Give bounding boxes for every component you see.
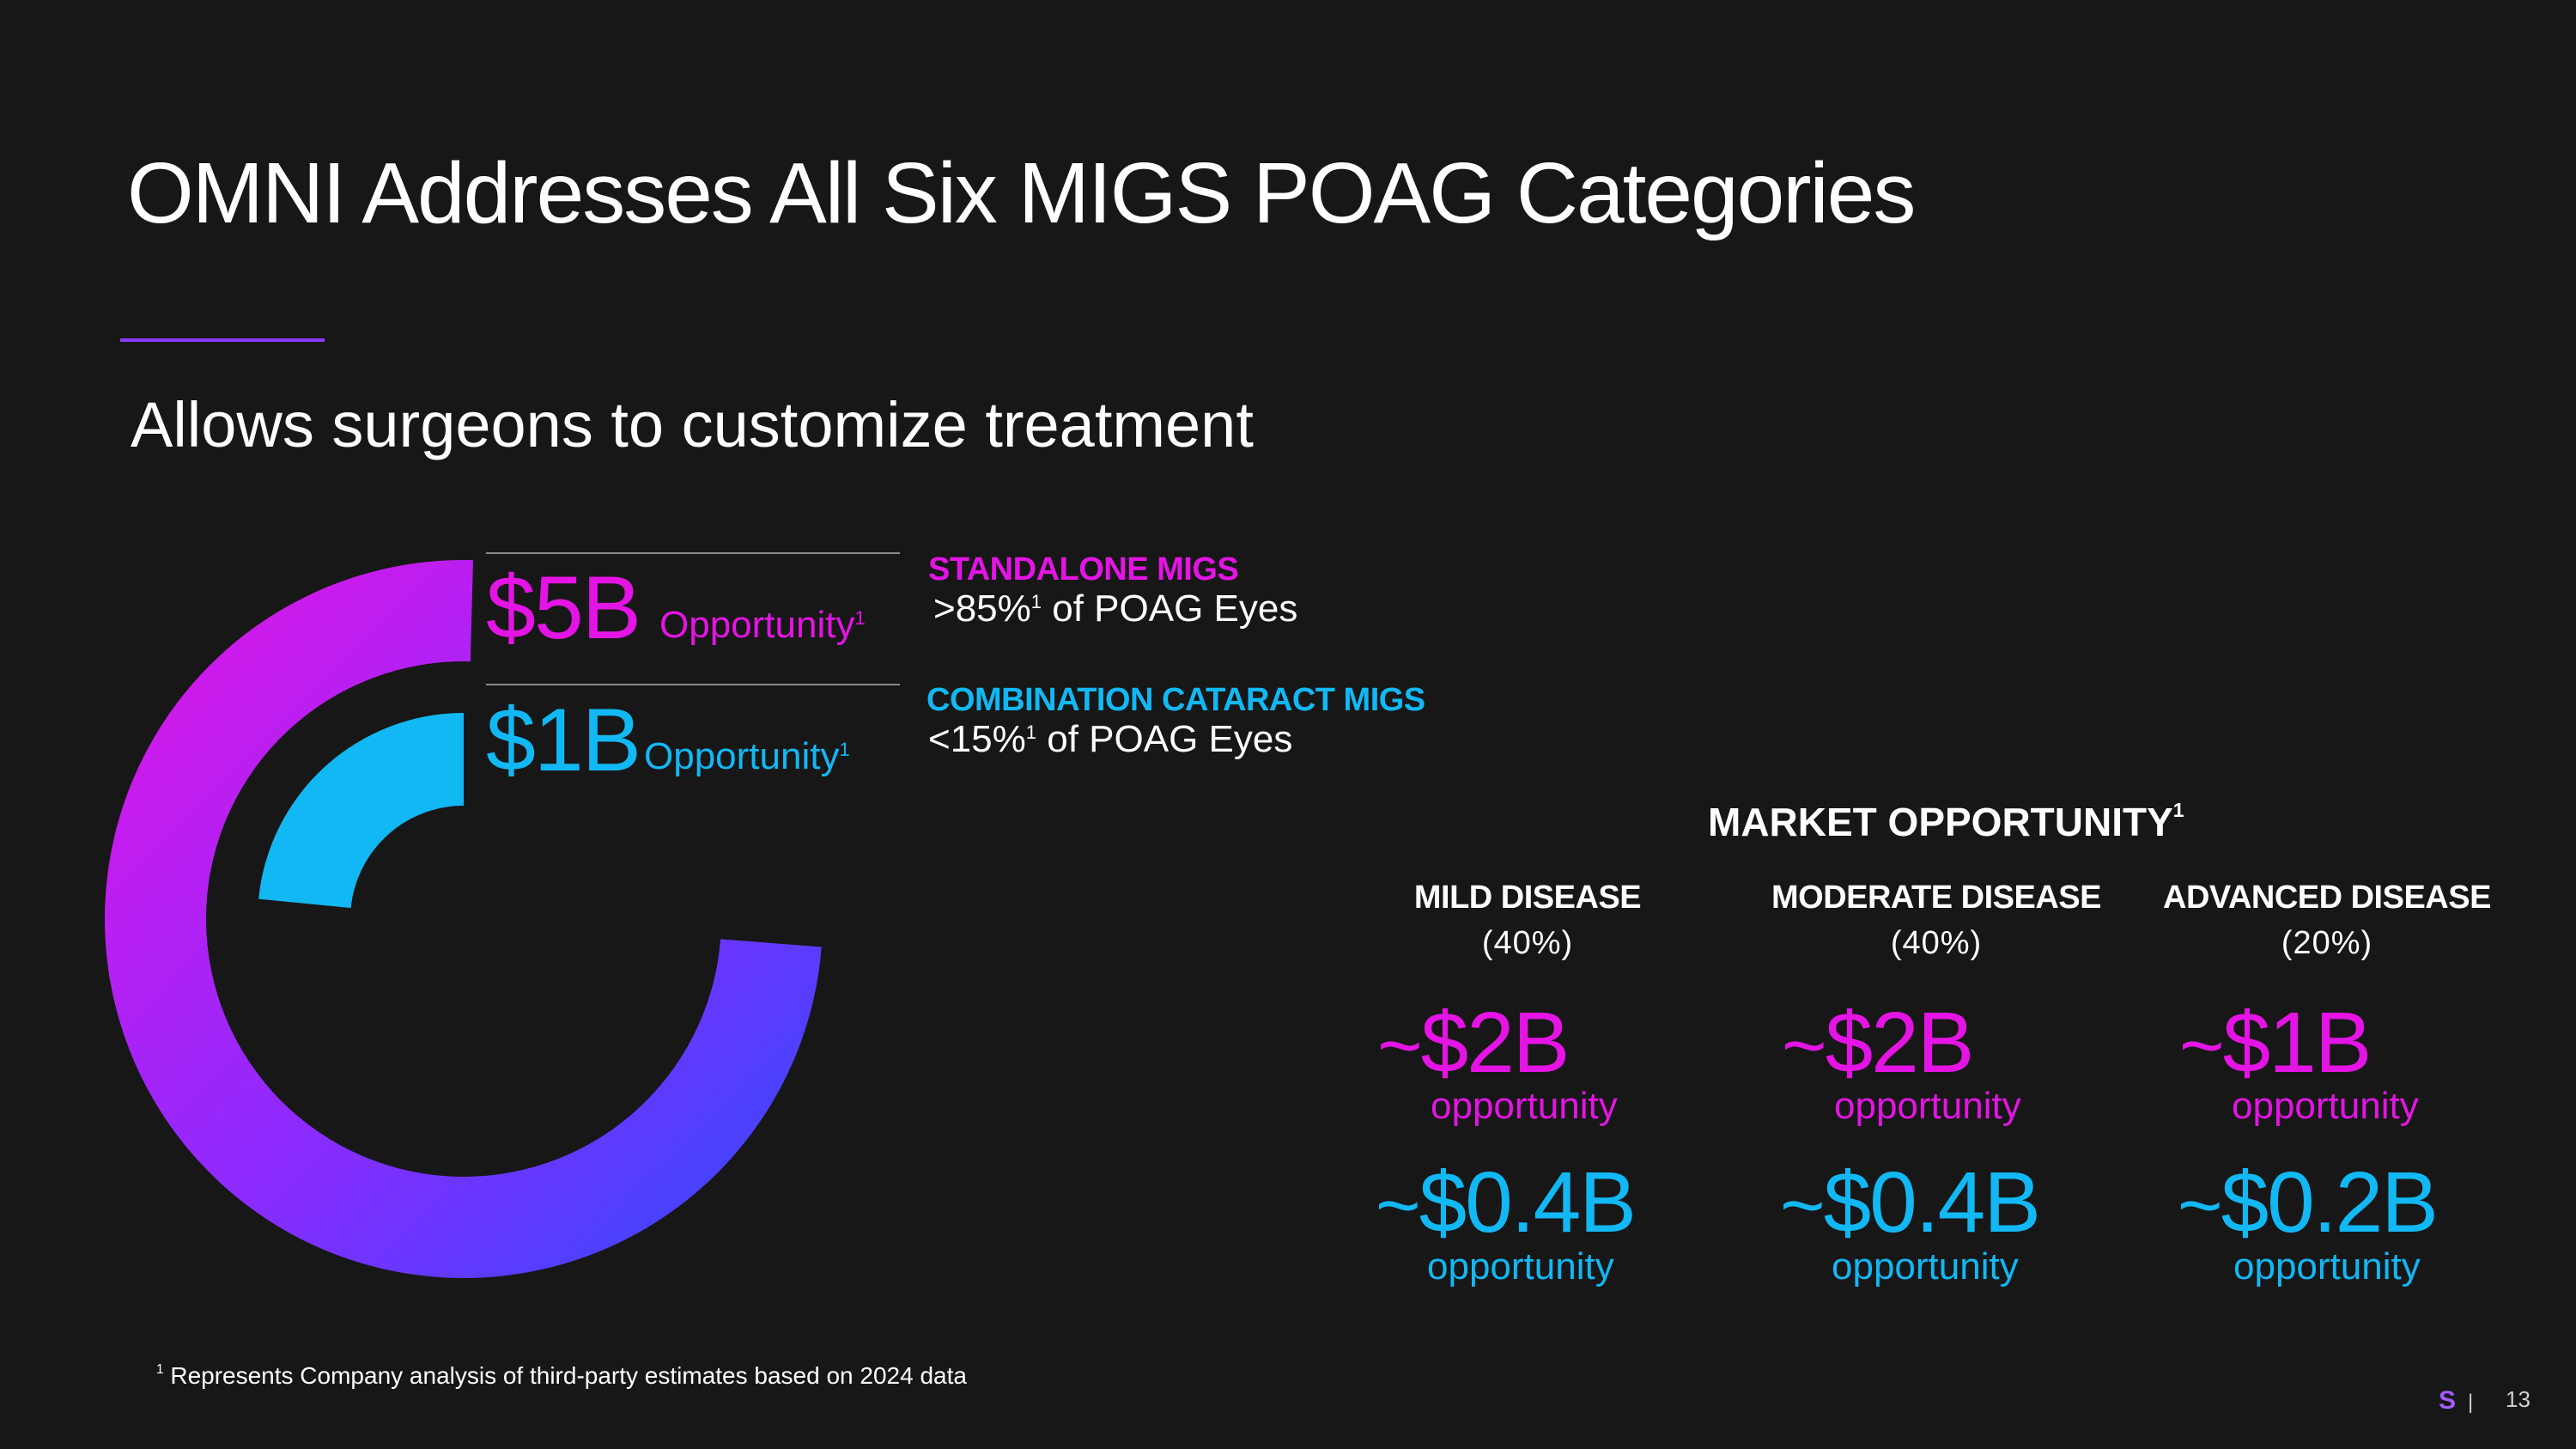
standalone-arc	[105, 560, 822, 1278]
combination-amount: $1B	[486, 691, 641, 790]
slide-subtitle: Allows surgeons to customize treatment	[131, 389, 1254, 460]
column-percent: (20%)	[2281, 925, 2373, 961]
combination-divider	[486, 684, 900, 685]
page-number: 13	[2506, 1386, 2530, 1412]
advanced-combination-value: ~$0.2B	[2178, 1154, 2439, 1251]
footnote: 1 Represents Company analysis of third-p…	[156, 1362, 967, 1389]
combination-category: COMBINATION CATARACT MIGS	[927, 682, 1425, 718]
standalone-category: STANDALONE MIGS	[928, 551, 1239, 588]
moderate-combination-value: ~$0.4B	[1780, 1154, 2041, 1251]
moderate-standalone-value: ~$2B	[1782, 995, 1974, 1091]
column-heading: MODERATE DISEASE	[1771, 880, 2102, 916]
column-heading: MILD DISEASE	[1413, 880, 1642, 916]
opportunity-donut	[105, 560, 822, 1278]
combination-opportunity-label: Opportunity1	[644, 735, 850, 777]
market-column-moderate: MODERATE DISEASE (40%)	[1756, 880, 2117, 962]
logo-icon: S	[2439, 1386, 2457, 1415]
mild-standalone-opportunity: opportunity	[1431, 1085, 1618, 1127]
standalone-share: >85%1 of POAG Eyes	[933, 588, 1298, 630]
market-opportunity-title: MARKET OPPORTUNITY1	[1708, 799, 2184, 844]
advanced-combination-opportunity: opportunity	[2233, 1245, 2421, 1288]
moderate-combination-opportunity: opportunity	[1832, 1245, 2019, 1288]
advanced-standalone-opportunity: opportunity	[2232, 1085, 2419, 1127]
standalone-divider	[486, 552, 900, 554]
accent-divider	[120, 338, 325, 342]
market-column-advanced: ADVANCED DISEASE (20%)	[2147, 880, 2507, 962]
mild-combination-value: ~$0.4B	[1376, 1154, 1637, 1251]
advanced-standalone-value: ~$1B	[2179, 995, 2372, 1091]
slide-title: OMNI Addresses All Six MIGS POAG Categor…	[127, 145, 1916, 241]
column-percent: (40%)	[1481, 925, 1574, 961]
standalone-amount: $5B	[486, 558, 641, 658]
combination-share: <15%1 of POAG Eyes	[928, 718, 1293, 760]
market-column-mild: MILD DISEASE (40%)	[1347, 880, 1708, 962]
combination-arc	[258, 713, 464, 909]
moderate-standalone-opportunity: opportunity	[1834, 1085, 2021, 1127]
mild-standalone-value: ~$2B	[1377, 995, 1570, 1091]
mild-combination-opportunity: opportunity	[1427, 1245, 1614, 1288]
standalone-opportunity-label: Opportunity1	[659, 604, 866, 646]
column-heading: ADVANCED DISEASE	[2163, 880, 2491, 916]
column-percent: (40%)	[1890, 925, 1983, 961]
company-logo: S |	[2439, 1386, 2474, 1415]
